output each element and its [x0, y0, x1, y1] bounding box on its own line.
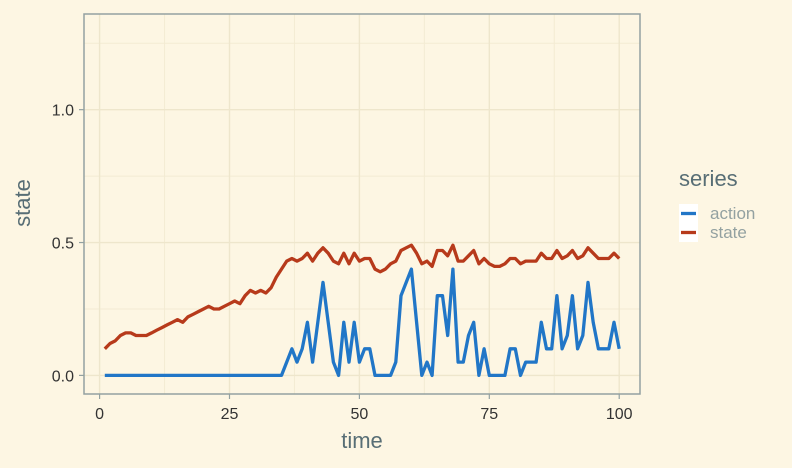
- series-line-state: [103, 243, 621, 350]
- y-tick-label: 1.0: [52, 103, 74, 120]
- series-line-action: [104, 267, 621, 378]
- y-axis: 0.0 0.5 1.0: [52, 103, 84, 385]
- legend-label-action: action: [710, 204, 755, 223]
- x-tick-label: 75: [480, 406, 498, 423]
- major-gridlines: [84, 14, 640, 394]
- x-tick-label: 25: [221, 406, 239, 423]
- panel-border: [83, 13, 641, 395]
- x-tick-label: 50: [351, 406, 369, 423]
- legend-label-state: state: [710, 223, 747, 242]
- series-lines: [103, 243, 621, 378]
- legend-title: series: [679, 166, 738, 191]
- y-tick-label: 0.0: [52, 368, 74, 385]
- x-tick-label: 0: [95, 406, 104, 423]
- y-tick-label: 0.5: [52, 236, 74, 253]
- minor-gridlines: [84, 14, 640, 394]
- x-axis-title: time: [341, 428, 383, 453]
- x-tick-label: 100: [606, 406, 633, 423]
- y-axis-title: state: [10, 179, 35, 227]
- x-axis: 0 25 50 75 100: [95, 394, 633, 423]
